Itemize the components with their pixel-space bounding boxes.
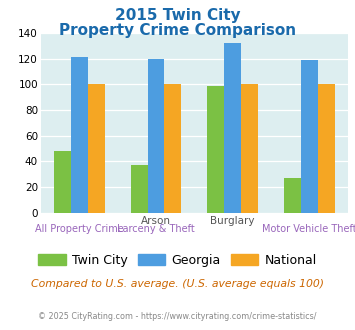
Text: Arson: Arson: [141, 216, 171, 226]
Bar: [88, 84, 104, 213]
Text: Burglary: Burglary: [211, 216, 255, 226]
Text: © 2025 CityRating.com - https://www.cityrating.com/crime-statistics/: © 2025 CityRating.com - https://www.city…: [38, 312, 317, 321]
Text: Larceny & Theft: Larceny & Theft: [117, 224, 195, 234]
Bar: [164, 84, 181, 213]
Bar: [54, 151, 71, 213]
Bar: [131, 165, 148, 213]
Bar: [224, 43, 241, 213]
Bar: [241, 84, 258, 213]
Legend: Twin City, Georgia, National: Twin City, Georgia, National: [33, 249, 322, 272]
Bar: [207, 86, 224, 213]
Text: Compared to U.S. average. (U.S. average equals 100): Compared to U.S. average. (U.S. average …: [31, 279, 324, 289]
Bar: [148, 59, 164, 213]
Text: All Property Crime: All Property Crime: [35, 224, 124, 234]
Bar: [318, 84, 335, 213]
Bar: [71, 57, 88, 213]
Text: Property Crime Comparison: Property Crime Comparison: [59, 23, 296, 38]
Text: Motor Vehicle Theft: Motor Vehicle Theft: [262, 224, 355, 234]
Bar: [301, 60, 318, 213]
Text: 2015 Twin City: 2015 Twin City: [115, 8, 240, 23]
Bar: [284, 178, 301, 213]
